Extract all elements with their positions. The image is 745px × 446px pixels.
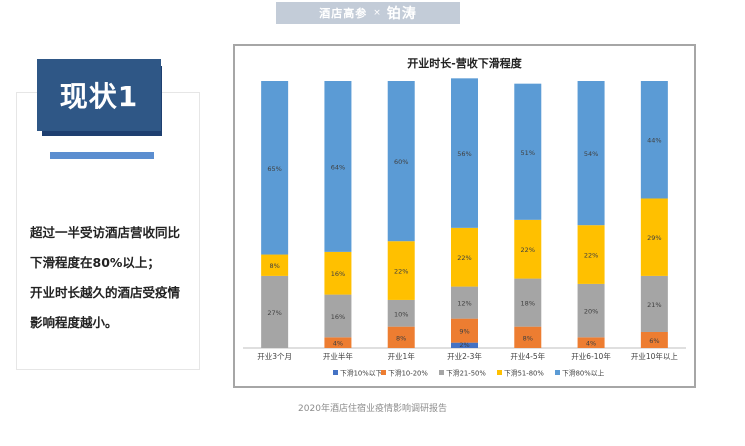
bar-segment <box>324 81 352 252</box>
data-label: 10% <box>394 310 408 318</box>
description-text: 超过一半受访酒店营收同比 下滑程度在80%以上； 开业时长越久的酒店受疫情 影响… <box>30 218 200 338</box>
category-label: 开业半年 <box>323 351 353 361</box>
data-label: 22% <box>394 268 408 276</box>
data-label: 8% <box>523 334 533 342</box>
bar-segment <box>640 331 668 348</box>
desc-line-1: 超过一半受访酒店营收同比 <box>30 225 181 240</box>
brand-right-logo: 铂涛 <box>386 6 417 22</box>
bar-segment <box>640 275 668 332</box>
data-label: 27% <box>267 309 281 317</box>
data-label: 29% <box>647 234 661 242</box>
category-label: 开业10年以上 <box>631 351 679 361</box>
bar-segment <box>577 81 605 226</box>
data-label: 12% <box>457 300 471 308</box>
data-label: 2% <box>459 341 469 349</box>
data-label: 18% <box>521 300 535 308</box>
legend-label: 下滑21-50% <box>446 369 486 378</box>
bar-segment <box>387 299 415 327</box>
bar-segment <box>261 254 289 276</box>
bar-segment <box>640 198 668 276</box>
times-symbol: × <box>373 8 381 18</box>
stacked-bar-chart: 开业时长-营收下滑程度0%0%27%8%65%开业3个月0%4%16%16%64… <box>243 56 686 378</box>
category-label: 开业1年 <box>388 351 416 361</box>
bar-segment <box>387 326 415 348</box>
bar-segment <box>451 318 478 343</box>
data-label: 51% <box>521 149 535 157</box>
bar-segment <box>451 342 478 348</box>
data-label: 22% <box>521 246 535 254</box>
bar-segment <box>387 81 415 242</box>
chart-title: 开业时长-营收下滑程度 <box>407 56 523 70</box>
bar-segment <box>324 294 352 338</box>
data-label: 16% <box>331 270 345 278</box>
bar-segment <box>261 81 289 255</box>
legend-swatch <box>333 370 338 375</box>
bar-segment <box>640 81 668 199</box>
data-label: 22% <box>457 254 471 262</box>
data-label: 65% <box>267 165 281 173</box>
category-label: 开业2-3年 <box>447 351 482 361</box>
bar-segment <box>514 219 542 279</box>
legend-swatch <box>555 370 560 375</box>
data-label: 9% <box>459 328 469 336</box>
bar-segment <box>577 225 605 284</box>
bar-segment <box>387 241 415 300</box>
header-logo-bar: 酒店高参 × 铂涛 <box>276 2 460 24</box>
accent-bar <box>50 152 154 159</box>
legend-label: 下滑10%以下 <box>340 369 382 378</box>
bar-segment <box>514 83 542 220</box>
brand-left-logo: 酒店高参 <box>319 7 368 20</box>
bar-segment <box>514 326 542 348</box>
desc-line-4: 影响程度越小。 <box>30 315 118 330</box>
legend-swatch <box>497 370 502 375</box>
bar-segment <box>577 337 605 348</box>
data-label: 16% <box>331 313 345 321</box>
data-label: 8% <box>269 262 279 270</box>
desc-line-2: 下滑程度在80%以上； <box>30 255 160 270</box>
bar-segment <box>324 337 352 348</box>
data-label: 22% <box>584 252 598 260</box>
data-label: 44% <box>647 137 661 145</box>
bar-segment <box>451 286 478 319</box>
legend-label: 下滑10-20% <box>388 369 428 378</box>
data-label: 20% <box>584 308 598 316</box>
source-footer: 2020年酒店住宿业疫情影响调研报告 <box>298 404 447 414</box>
desc-line-3: 开业时长越久的酒店受疫情 <box>30 285 181 300</box>
category-label: 开业3个月 <box>257 351 292 361</box>
data-label: 21% <box>647 301 661 309</box>
bar-segment <box>451 78 478 228</box>
legend-swatch <box>381 370 386 375</box>
description-panel <box>16 92 200 370</box>
chart-frame: 开业时长-营收下滑程度0%0%27%8%65%开业3个月0%4%16%16%64… <box>233 44 696 388</box>
data-label: 60% <box>394 158 408 166</box>
data-label: 8% <box>396 334 406 342</box>
data-label: 4% <box>333 340 343 348</box>
legend-swatch <box>439 370 444 375</box>
data-label: 4% <box>586 340 596 348</box>
bar-segment <box>261 275 289 348</box>
legend-label: 下滑80%以上 <box>562 369 604 378</box>
data-label: 64% <box>331 163 345 171</box>
bar-segment <box>324 251 352 295</box>
bar-segment <box>514 278 542 327</box>
data-label: 6% <box>649 337 659 345</box>
category-label: 开业4-5年 <box>510 351 545 361</box>
bar-segment <box>577 283 605 338</box>
category-label: 开业6-10年 <box>571 351 611 361</box>
data-label: 54% <box>584 150 598 158</box>
bar-segment <box>451 227 478 287</box>
data-label: 56% <box>457 150 471 158</box>
section-badge: 现状1 <box>37 59 161 131</box>
legend-label: 下滑51-80% <box>504 369 544 378</box>
